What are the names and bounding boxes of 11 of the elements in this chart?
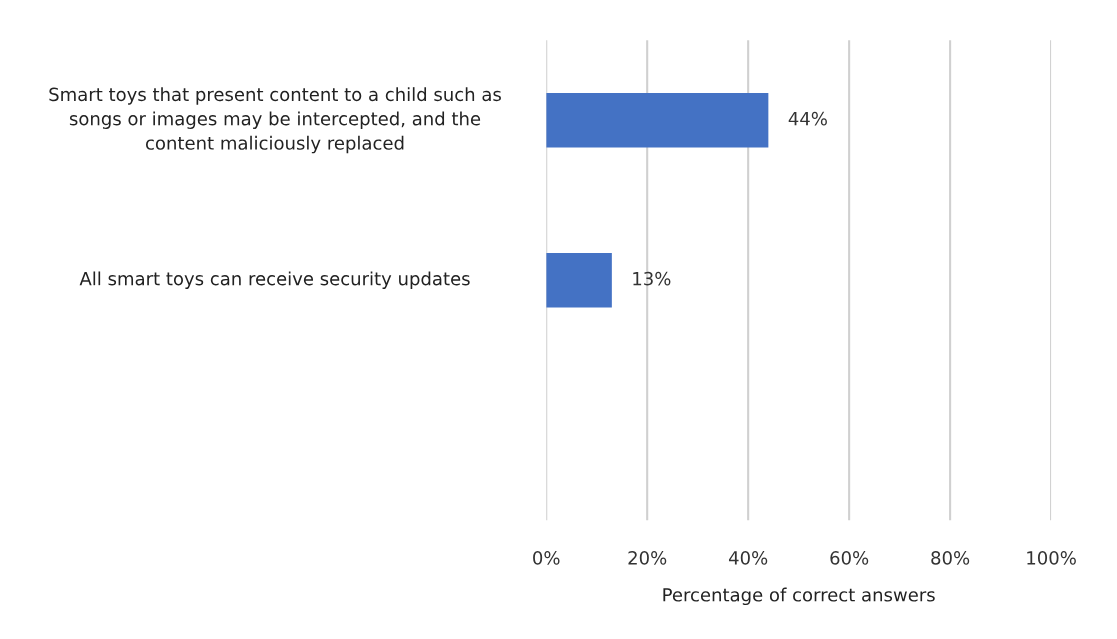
x-tick-label: 0% <box>533 551 560 565</box>
y-tick-label: Smart toys that present content to a child such as songs or images may be intercepted, and the content maliciously replaced <box>49 87 501 154</box>
x-tick-label: 60% <box>830 551 869 565</box>
x-tick-label: 100% <box>1027 551 1076 565</box>
x-tick-label: 80% <box>931 551 970 565</box>
x-tick-label: 20% <box>628 551 667 565</box>
data-label: 44% <box>788 111 827 126</box>
data-label: 13% <box>633 271 671 286</box>
x-tick-label: 40% <box>728 551 768 565</box>
y-tick-label: All smart toys can receive security updates <box>79 271 470 289</box>
x-axis-title: Percentage of correct answers <box>663 587 935 606</box>
